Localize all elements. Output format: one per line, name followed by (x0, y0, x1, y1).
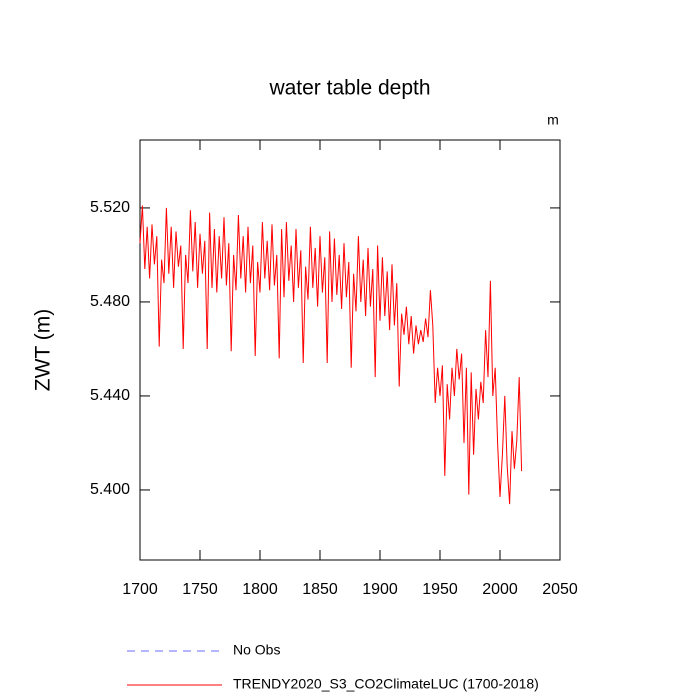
x-tick-label: 1850 (302, 581, 338, 598)
x-tick-label: 2000 (482, 581, 518, 598)
legend-label: No Obs (233, 642, 280, 658)
y-tick-label: 5.480 (90, 293, 130, 310)
chart-title: water table depth (268, 77, 430, 100)
y-axis-label: ZWT (m) (32, 309, 55, 391)
x-tick-label: 1950 (422, 581, 458, 598)
unit-label: m (547, 112, 559, 128)
x-tick-label: 2050 (542, 581, 578, 598)
x-tick-label: 1750 (182, 581, 218, 598)
y-tick-label: 5.440 (90, 387, 130, 404)
x-tick-label: 1900 (362, 581, 398, 598)
plot-frame (139, 139, 561, 561)
y-tick-label: 5.400 (90, 481, 130, 498)
x-tick-label: 1700 (122, 581, 158, 598)
y-tick-label: 5.520 (90, 199, 130, 216)
data-line (139, 205, 523, 505)
legend-label: TRENDY2020_S3_CO2ClimateLUC (1700-2018) (233, 676, 539, 692)
x-tick-label: 1800 (242, 581, 278, 598)
